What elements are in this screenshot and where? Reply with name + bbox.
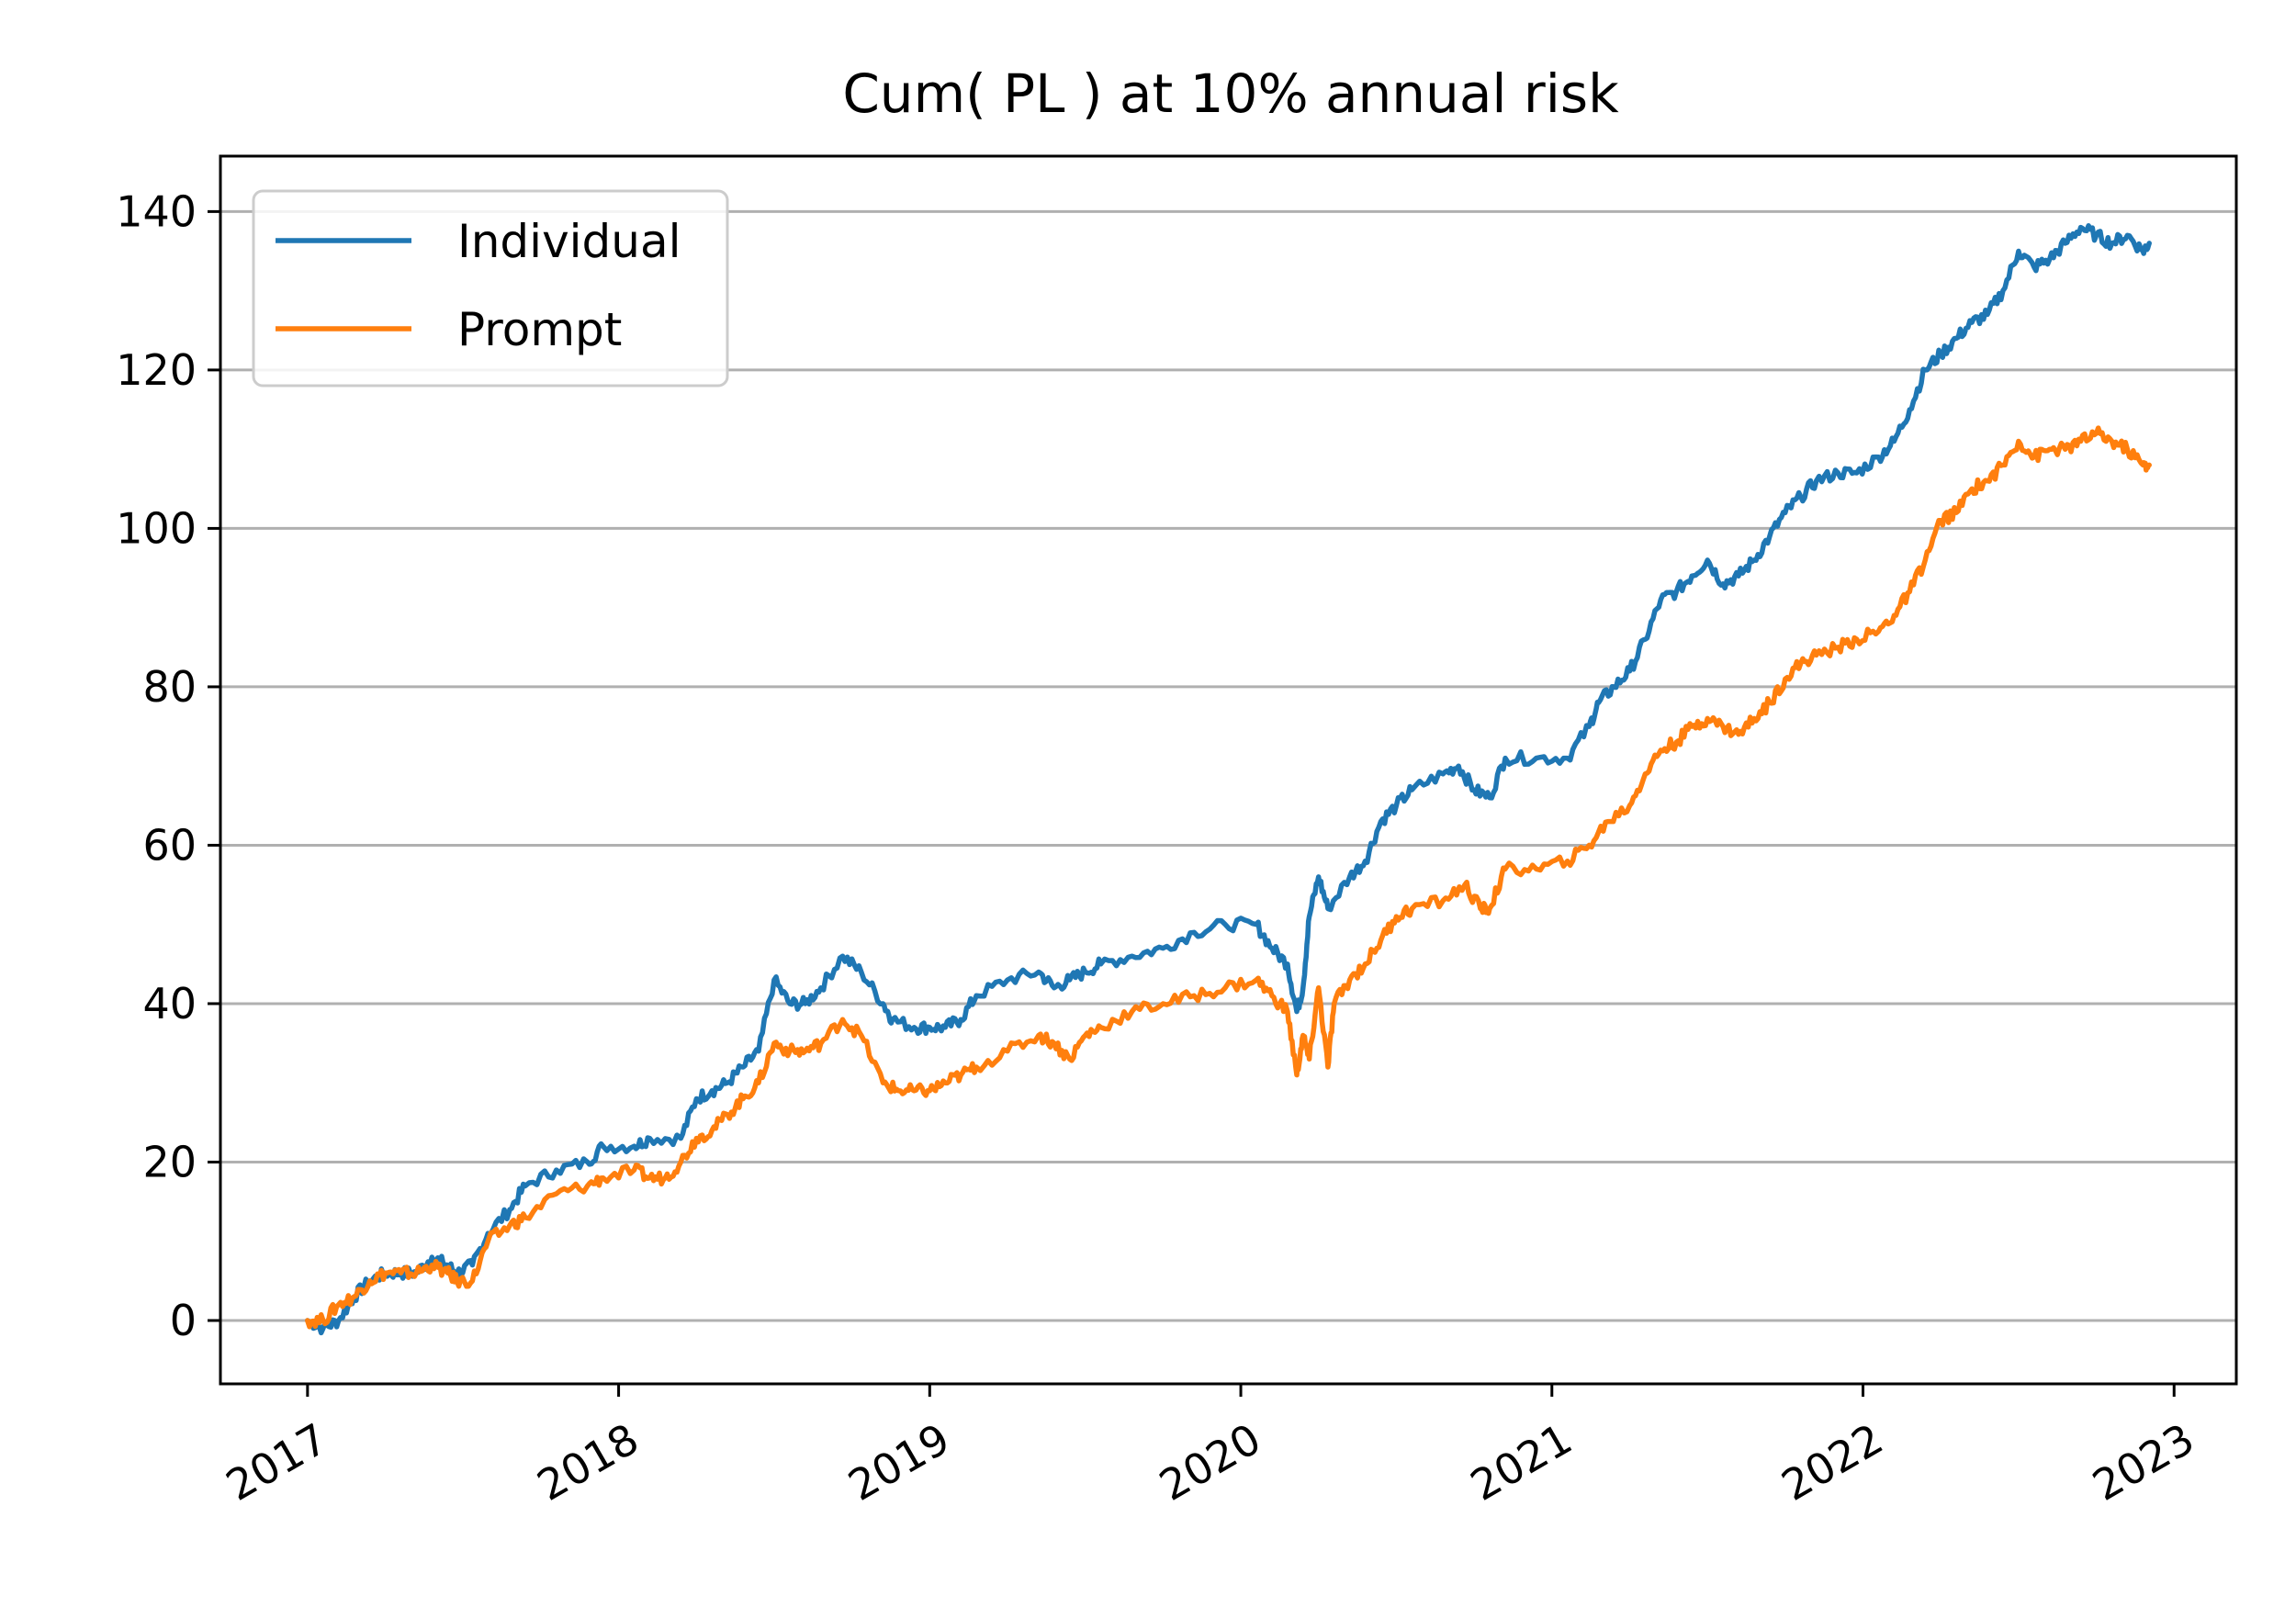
x-tick-label: 2023 <box>2085 1414 2202 1511</box>
series-line-prompt <box>305 425 2152 1330</box>
x-tick-label: 2020 <box>1151 1414 1268 1511</box>
plot-area-frame <box>219 154 2238 1386</box>
series-lines <box>305 223 2152 1336</box>
x-tick-label: 2021 <box>1462 1414 1580 1511</box>
y-tick-label: 140 <box>116 186 197 236</box>
y-tick-label: 40 <box>142 979 197 1028</box>
legend: Individual Prompt <box>252 189 729 388</box>
chart-title: Cum( PL ) at 10% annual risk <box>842 62 1619 125</box>
x-tick-label: 2019 <box>840 1414 958 1511</box>
x-axis: 2017 2018 2019 2020 2021 2022 2023 <box>218 1384 2202 1511</box>
legend-label-individual: Individual <box>457 215 681 268</box>
y-axis: 0 20 40 60 80 100 120 140 <box>116 186 220 1345</box>
y-tick-label: 80 <box>142 662 197 712</box>
x-tick-label: 2017 <box>218 1414 335 1511</box>
y-tick-label: 120 <box>116 345 197 395</box>
x-tick-label: 2018 <box>529 1414 647 1511</box>
y-tick-label: 0 <box>170 1296 197 1345</box>
y-tick-label: 100 <box>116 503 197 553</box>
x-tick-label: 2022 <box>1773 1414 1891 1511</box>
y-tick-label: 60 <box>142 820 197 870</box>
legend-label-prompt: Prompt <box>457 303 622 356</box>
y-tick-label: 20 <box>142 1137 197 1186</box>
series-line-individual <box>305 223 2152 1336</box>
